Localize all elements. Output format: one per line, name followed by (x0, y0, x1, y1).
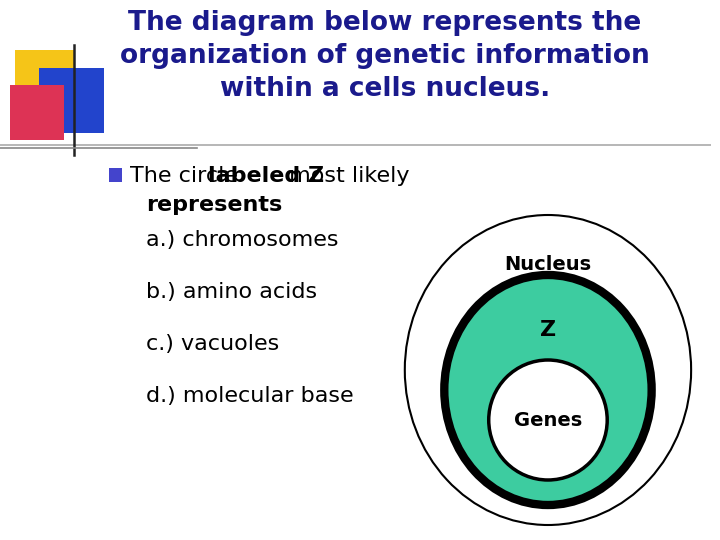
Text: c.) vacuoles: c.) vacuoles (146, 334, 279, 354)
Text: Genes: Genes (514, 410, 582, 429)
FancyBboxPatch shape (40, 68, 104, 133)
Text: b.) amino acids: b.) amino acids (146, 282, 318, 302)
Text: The diagram below represents the
organization of genetic information
within a ce: The diagram below represents the organiz… (120, 10, 650, 102)
Text: The circle: The circle (130, 166, 246, 186)
Text: Z: Z (540, 320, 556, 340)
FancyBboxPatch shape (10, 85, 64, 140)
Text: a.) chromosomes: a.) chromosomes (146, 230, 338, 250)
Text: labeled Z: labeled Z (208, 166, 325, 186)
Text: d.) molecular base: d.) molecular base (146, 386, 354, 406)
Ellipse shape (405, 215, 691, 525)
Ellipse shape (444, 275, 652, 505)
FancyBboxPatch shape (109, 168, 122, 182)
Ellipse shape (489, 360, 607, 480)
Text: represents: represents (146, 195, 282, 215)
FancyBboxPatch shape (15, 50, 74, 110)
Text: Nucleus: Nucleus (505, 255, 592, 274)
Text: most likely: most likely (282, 166, 410, 186)
